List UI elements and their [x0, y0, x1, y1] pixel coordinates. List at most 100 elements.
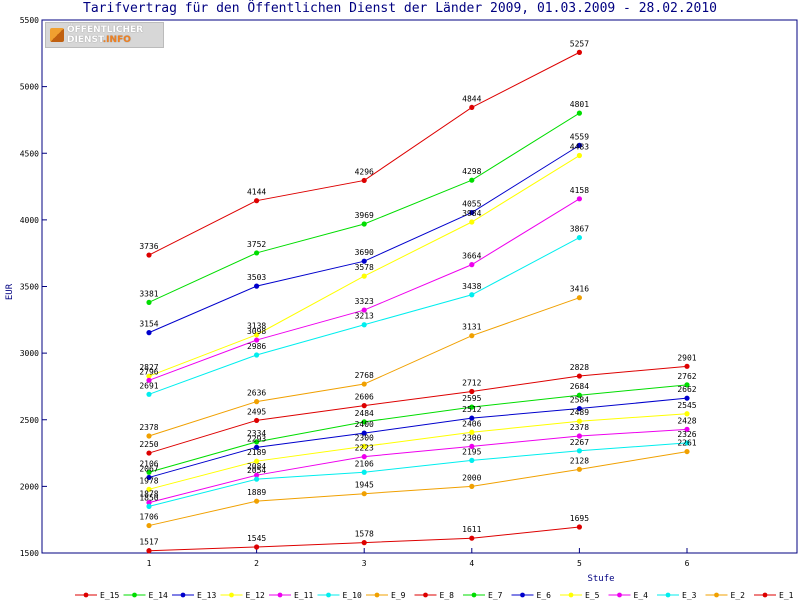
data-point — [469, 483, 475, 489]
data-label: 3323 — [355, 297, 374, 306]
y-tick-label: 4000 — [20, 216, 39, 225]
series-layer: 3736 4144 4296 4844 5257 3381 3752 3969 4298 4801… — [139, 39, 697, 554]
data-point — [469, 535, 475, 541]
data-point — [361, 454, 367, 460]
data-label: 1545 — [247, 534, 266, 543]
data-point — [684, 440, 690, 446]
legend-label: E_2 — [731, 591, 746, 600]
data-label: 1578 — [355, 530, 374, 539]
x-tick-label: 5 — [577, 559, 582, 568]
legend-swatch-marker — [83, 592, 89, 598]
data-point — [146, 486, 152, 492]
data-point — [361, 258, 367, 264]
data-point — [576, 524, 583, 530]
logo-line-1: ÖFFENTLICHER — [67, 25, 144, 35]
data-label: 2267 — [570, 438, 589, 447]
legend-label: E_9 — [391, 591, 406, 600]
data-label: 1517 — [139, 538, 158, 547]
data-point — [146, 299, 152, 305]
data-label: 3736 — [139, 242, 158, 251]
legend-swatch-marker — [277, 592, 283, 598]
data-point — [146, 373, 152, 379]
data-point — [254, 198, 260, 204]
data-point — [361, 307, 367, 313]
data-label: 2986 — [247, 342, 266, 351]
legend-item: E_13 — [172, 591, 216, 600]
data-label: 4055 — [462, 200, 481, 209]
data-point — [576, 142, 583, 148]
data-label: 2400 — [355, 420, 374, 429]
data-label: 2067 — [139, 464, 158, 473]
data-label: 2636 — [247, 389, 266, 398]
data-label: 3752 — [247, 240, 266, 249]
data-point — [146, 522, 152, 529]
y-tick-label: 2000 — [20, 482, 39, 491]
data-label: 2000 — [462, 473, 481, 482]
data-point — [254, 498, 260, 504]
data-point — [361, 322, 367, 328]
legend-swatch-marker — [520, 592, 525, 598]
data-label: 2428 — [677, 416, 696, 425]
series-e-10: 2691 2986 3213 3438 3867 — [139, 225, 589, 397]
data-label: 3098 — [247, 327, 266, 336]
data-label: 2584 — [570, 396, 589, 405]
series-line — [148, 442, 688, 507]
data-point — [469, 262, 475, 268]
data-label: 2495 — [247, 407, 266, 416]
data-label: 2691 — [139, 381, 158, 390]
data-point — [254, 399, 260, 405]
data-label: 3381 — [139, 289, 158, 298]
series-line — [148, 365, 688, 454]
x-tick-label: 2 — [254, 559, 259, 568]
data-label: 2250 — [139, 440, 158, 449]
data-point — [361, 273, 367, 279]
data-point — [469, 292, 475, 298]
legend-label: E_15 — [100, 591, 119, 600]
data-point — [469, 388, 475, 395]
legend-swatch-marker — [326, 592, 331, 598]
legend-swatch-marker — [665, 592, 671, 598]
series-e-15: 3736 4144 4296 4844 5257 — [139, 39, 589, 258]
x-tick-label: 6 — [685, 559, 690, 568]
legend-label: E_1 — [779, 591, 794, 600]
data-point — [576, 110, 583, 116]
legend-label: E_14 — [149, 591, 168, 600]
series-e-3: 1850 2054 2106 2195 2267 2326 — [139, 430, 697, 509]
legend-item: E_10 — [317, 591, 362, 600]
x-tick-label: 1 — [147, 559, 152, 568]
series-e-12: 2827 3138 3578 3984 4483 — [139, 143, 589, 379]
data-point — [361, 491, 367, 497]
data-label: 3867 — [570, 225, 589, 234]
legend-item: E_1 — [754, 591, 794, 600]
data-point — [576, 392, 583, 398]
data-point — [684, 411, 690, 417]
legend-swatch-marker — [132, 592, 137, 598]
data-point — [254, 444, 260, 450]
data-point — [469, 443, 475, 449]
data-point — [254, 476, 260, 482]
data-label: 2512 — [462, 405, 481, 414]
data-point — [254, 352, 260, 358]
data-point — [146, 391, 152, 397]
data-point — [361, 469, 367, 475]
series-line — [148, 428, 688, 504]
data-label: 2768 — [355, 371, 374, 380]
x-tick-label: 4 — [469, 559, 474, 568]
data-label: 2223 — [355, 444, 374, 453]
data-label: 3664 — [462, 252, 481, 261]
data-label: 3213 — [355, 312, 374, 321]
data-label: 2106 — [355, 459, 374, 468]
legend-item: E_11 — [269, 591, 313, 600]
data-point — [254, 458, 260, 464]
data-point — [361, 221, 367, 227]
series-e-5: 1978 2189 2300 2406 2489 2545 — [139, 401, 697, 492]
data-point — [361, 381, 367, 387]
data-label: 1706 — [139, 513, 158, 522]
data-point — [469, 209, 475, 216]
data-point — [469, 404, 475, 410]
legend-item: E_4 — [608, 591, 648, 600]
legend-swatch-marker — [471, 592, 477, 598]
y-tick-label: 5500 — [20, 16, 39, 25]
legend-item: E_3 — [657, 591, 697, 600]
